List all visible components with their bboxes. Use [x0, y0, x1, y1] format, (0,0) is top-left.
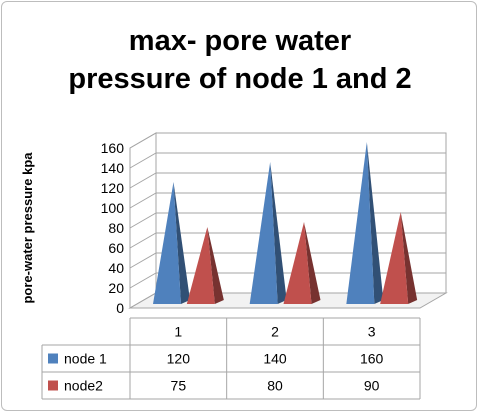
legend-label-node1: node 1 [64, 351, 107, 367]
gridline-120 [129, 172, 446, 189]
bar-side-face [304, 222, 321, 304]
gridlines [129, 132, 446, 309]
legend-swatch-node2 [48, 380, 58, 391]
y-tick-label-160: 160 [101, 140, 125, 156]
x-tick-label-2: 2 [271, 324, 279, 340]
gridline-140 [129, 152, 446, 169]
bar-node1-cat-1 [153, 182, 190, 304]
chart-title: max- pore water pressure of node 1 and 2 [0, 22, 480, 98]
gridline-100 [129, 192, 446, 209]
data-label-node2-0: 75 [171, 378, 187, 394]
y-tick-labels: 0 20 40 60 80 100 120 140 160 [101, 140, 125, 316]
y-tick-label-120: 120 [101, 180, 125, 196]
legend-label-node2: node2 [64, 378, 103, 394]
bar-node1-cat-3 [346, 142, 384, 304]
y-tick-label-40: 40 [108, 260, 124, 276]
bar-node1-cat-2 [249, 162, 287, 304]
bar-side-face [400, 212, 418, 304]
bar-front-face [186, 227, 215, 304]
bar-node2-cat-1 [186, 227, 224, 304]
gridline-20 [129, 272, 446, 289]
y-tick-label-60: 60 [108, 240, 124, 256]
gridline-40 [129, 252, 446, 269]
y-tick-label-20: 20 [108, 280, 124, 296]
y-tick-label-140: 140 [101, 160, 125, 176]
bar-node2-cat-2 [283, 222, 321, 304]
data-label-node2-1: 80 [267, 378, 283, 394]
data-table: 1 2 3 node 1 120 140 160 node2 75 80 90 [41, 317, 421, 400]
gridline-60 [129, 232, 446, 249]
data-label-node2-2: 90 [364, 378, 380, 394]
data-label-node1-0: 120 [167, 351, 191, 367]
bar-front-face [380, 212, 409, 304]
y-tick-label-80: 80 [108, 220, 124, 236]
y-tick-label-100: 100 [101, 200, 125, 216]
bar-front-face [153, 182, 181, 304]
bars [153, 142, 418, 304]
gridline-80 [129, 212, 446, 229]
data-label-node1-2: 160 [360, 351, 384, 367]
bar-front-face [249, 162, 278, 304]
bar-side-face [173, 182, 190, 304]
bar-front-face [346, 142, 375, 304]
bar-side-face [366, 142, 384, 304]
bar-side-face [270, 162, 287, 304]
y-tick-label-0: 0 [116, 300, 124, 316]
chart-title-line-2: pressure of node 1 and 2 [68, 63, 412, 95]
chart-title-line-1: max- pore water [128, 25, 352, 57]
bar-node2-cat-3 [380, 212, 418, 304]
bar-side-face [207, 227, 224, 304]
bar-front-face [283, 222, 312, 304]
gridline-160 [129, 132, 446, 149]
x-tick-label-1: 1 [174, 324, 182, 340]
x-tick-label-3: 3 [368, 324, 376, 340]
legend-swatch-node1 [48, 353, 58, 364]
data-label-node1-1: 140 [263, 351, 287, 367]
